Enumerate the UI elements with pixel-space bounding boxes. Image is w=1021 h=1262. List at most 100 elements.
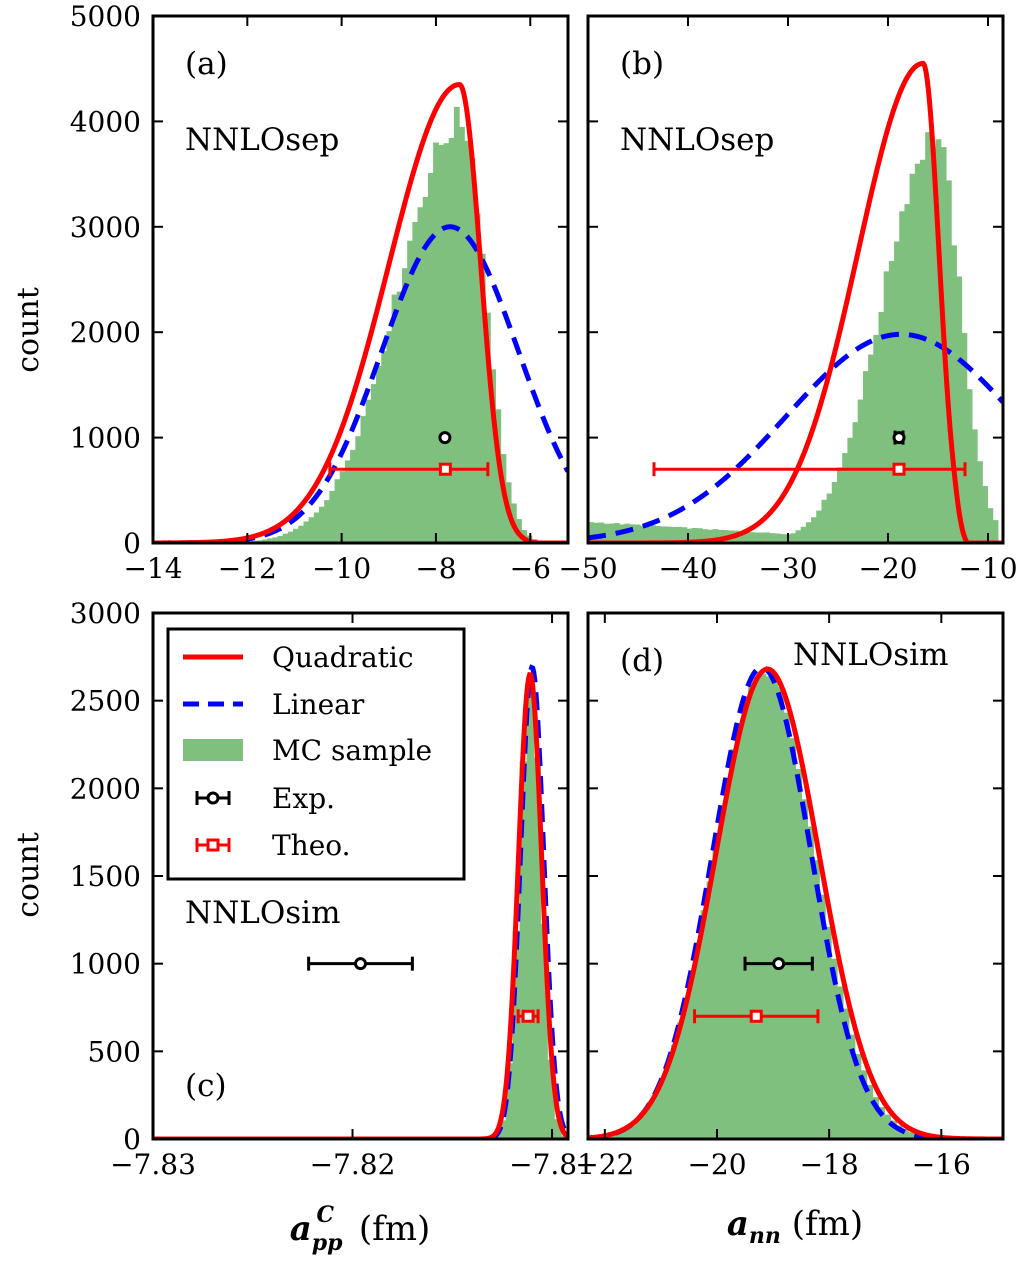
x-tick-label: −30: [758, 552, 817, 585]
hist-bar: [920, 159, 926, 543]
panel-tag-c: (c): [185, 1068, 227, 1104]
hist-bar: [774, 533, 781, 543]
hist-bar: [842, 1008, 850, 1139]
hist-bar: [783, 712, 791, 1139]
hist-bar: [681, 527, 688, 543]
hist-bar: [641, 1111, 648, 1139]
y-tick-label: 3000: [70, 597, 141, 630]
hist-bar: [650, 525, 657, 543]
hist-bar: [659, 1079, 666, 1139]
panel-b: −50 −40 −30 −20 −10 (b) NNLOsep: [558, 14, 1018, 585]
exp-point-a: [438, 431, 452, 445]
hist-bar: [676, 526, 682, 543]
quadratic-curve-a: [153, 82, 568, 543]
hist-bar: [896, 1125, 903, 1139]
hist-bar: [883, 271, 890, 543]
hist-bar: [479, 253, 486, 543]
hist-bar: [847, 437, 854, 543]
hist-bar: [873, 334, 880, 543]
hist-bar: [267, 538, 273, 543]
hist-bar: [344, 460, 351, 543]
hist-bar: [925, 132, 931, 543]
hist-bar: [878, 1107, 886, 1139]
theo-point-a: [328, 462, 490, 477]
hist-bar: [282, 533, 289, 543]
hist-bar: [888, 260, 895, 543]
legend-linear-label: Linear: [272, 688, 365, 721]
y-tick-label: 500: [88, 1035, 141, 1068]
hist-bar: [512, 930, 521, 1139]
x-tick-label: −40: [658, 552, 717, 585]
hist-bar: [653, 1092, 660, 1139]
hist-bar: [519, 761, 528, 1139]
hist-bar: [533, 757, 541, 1139]
hist-bar: [412, 222, 419, 543]
hist-bar: [671, 1045, 678, 1139]
hist-bar: [453, 106, 460, 543]
hist-bar: [837, 986, 844, 1139]
hist-bar: [987, 508, 994, 543]
hist-bar: [370, 384, 377, 543]
hist-bar: [945, 180, 952, 543]
hist-bar: [813, 860, 820, 1139]
hist-bar: [391, 294, 398, 543]
hist-bar: [951, 245, 957, 543]
legend-exp-label: Exp.: [272, 782, 335, 815]
x-tick-label: −22: [575, 1148, 634, 1181]
hist-bar: [872, 1097, 880, 1139]
y-tick-label: 4000: [70, 105, 141, 138]
hist-bar: [759, 673, 767, 1139]
hist-bar: [977, 461, 983, 543]
hist-bar: [748, 532, 755, 543]
hist-bar: [759, 532, 765, 543]
hist-bar: [819, 894, 826, 1139]
hist-bar: [935, 139, 942, 543]
hist-bar: [682, 998, 690, 1139]
histogram-a: [194, 106, 548, 543]
hist-bar: [547, 1059, 555, 1139]
hist-bar: [339, 471, 346, 543]
panel-a: −14 −12 −10 −8 −6 0 1000 2000 3000 4000 5000 (a) NNL…: [70, 0, 570, 585]
hist-bar: [355, 436, 362, 543]
hist-bar: [831, 481, 838, 543]
exp-point-b: [892, 430, 906, 445]
quadratic-curve-c: [153, 671, 568, 1139]
hist-bar: [629, 524, 636, 543]
hist-bar: [821, 499, 828, 543]
hist-bar: [624, 523, 631, 543]
hist-bar: [837, 467, 843, 543]
hist-bar: [700, 910, 708, 1139]
y-tick-label: 2000: [70, 316, 141, 349]
hist-bar: [407, 240, 413, 543]
x-tick-label: −20: [858, 552, 917, 585]
histogram-d: [588, 673, 974, 1139]
hist-bar: [303, 521, 310, 543]
hist-bar: [386, 331, 393, 543]
hist-bar: [334, 479, 341, 543]
y-axis-label-bottom: count: [11, 832, 46, 918]
y-tick-label: 1000: [70, 422, 141, 455]
hist-bar: [634, 524, 641, 543]
legend-theo-label: Theo.: [272, 829, 351, 862]
x-tick-label: −10: [312, 552, 371, 585]
hist-bar: [754, 677, 761, 1139]
hist-bar: [702, 529, 708, 543]
hist-bar: [671, 526, 677, 543]
y-tick-label: 1500: [70, 860, 141, 893]
hist-bar: [730, 749, 737, 1139]
hist-bar: [396, 291, 403, 543]
hist-bar: [779, 534, 786, 543]
hist-bar: [635, 1118, 642, 1139]
hist-bar: [902, 1129, 909, 1139]
x-tick-label: −7.81: [509, 1148, 595, 1181]
hist-bar: [971, 429, 978, 543]
hist-bar: [598, 522, 605, 543]
hist-bar: [748, 684, 755, 1139]
hist-bar: [655, 526, 662, 543]
hist-bar: [490, 369, 496, 543]
hist-bar: [899, 211, 906, 543]
hist-bar: [505, 1063, 514, 1139]
panel-tag-a: (a): [185, 46, 228, 82]
hist-bar: [688, 975, 696, 1139]
